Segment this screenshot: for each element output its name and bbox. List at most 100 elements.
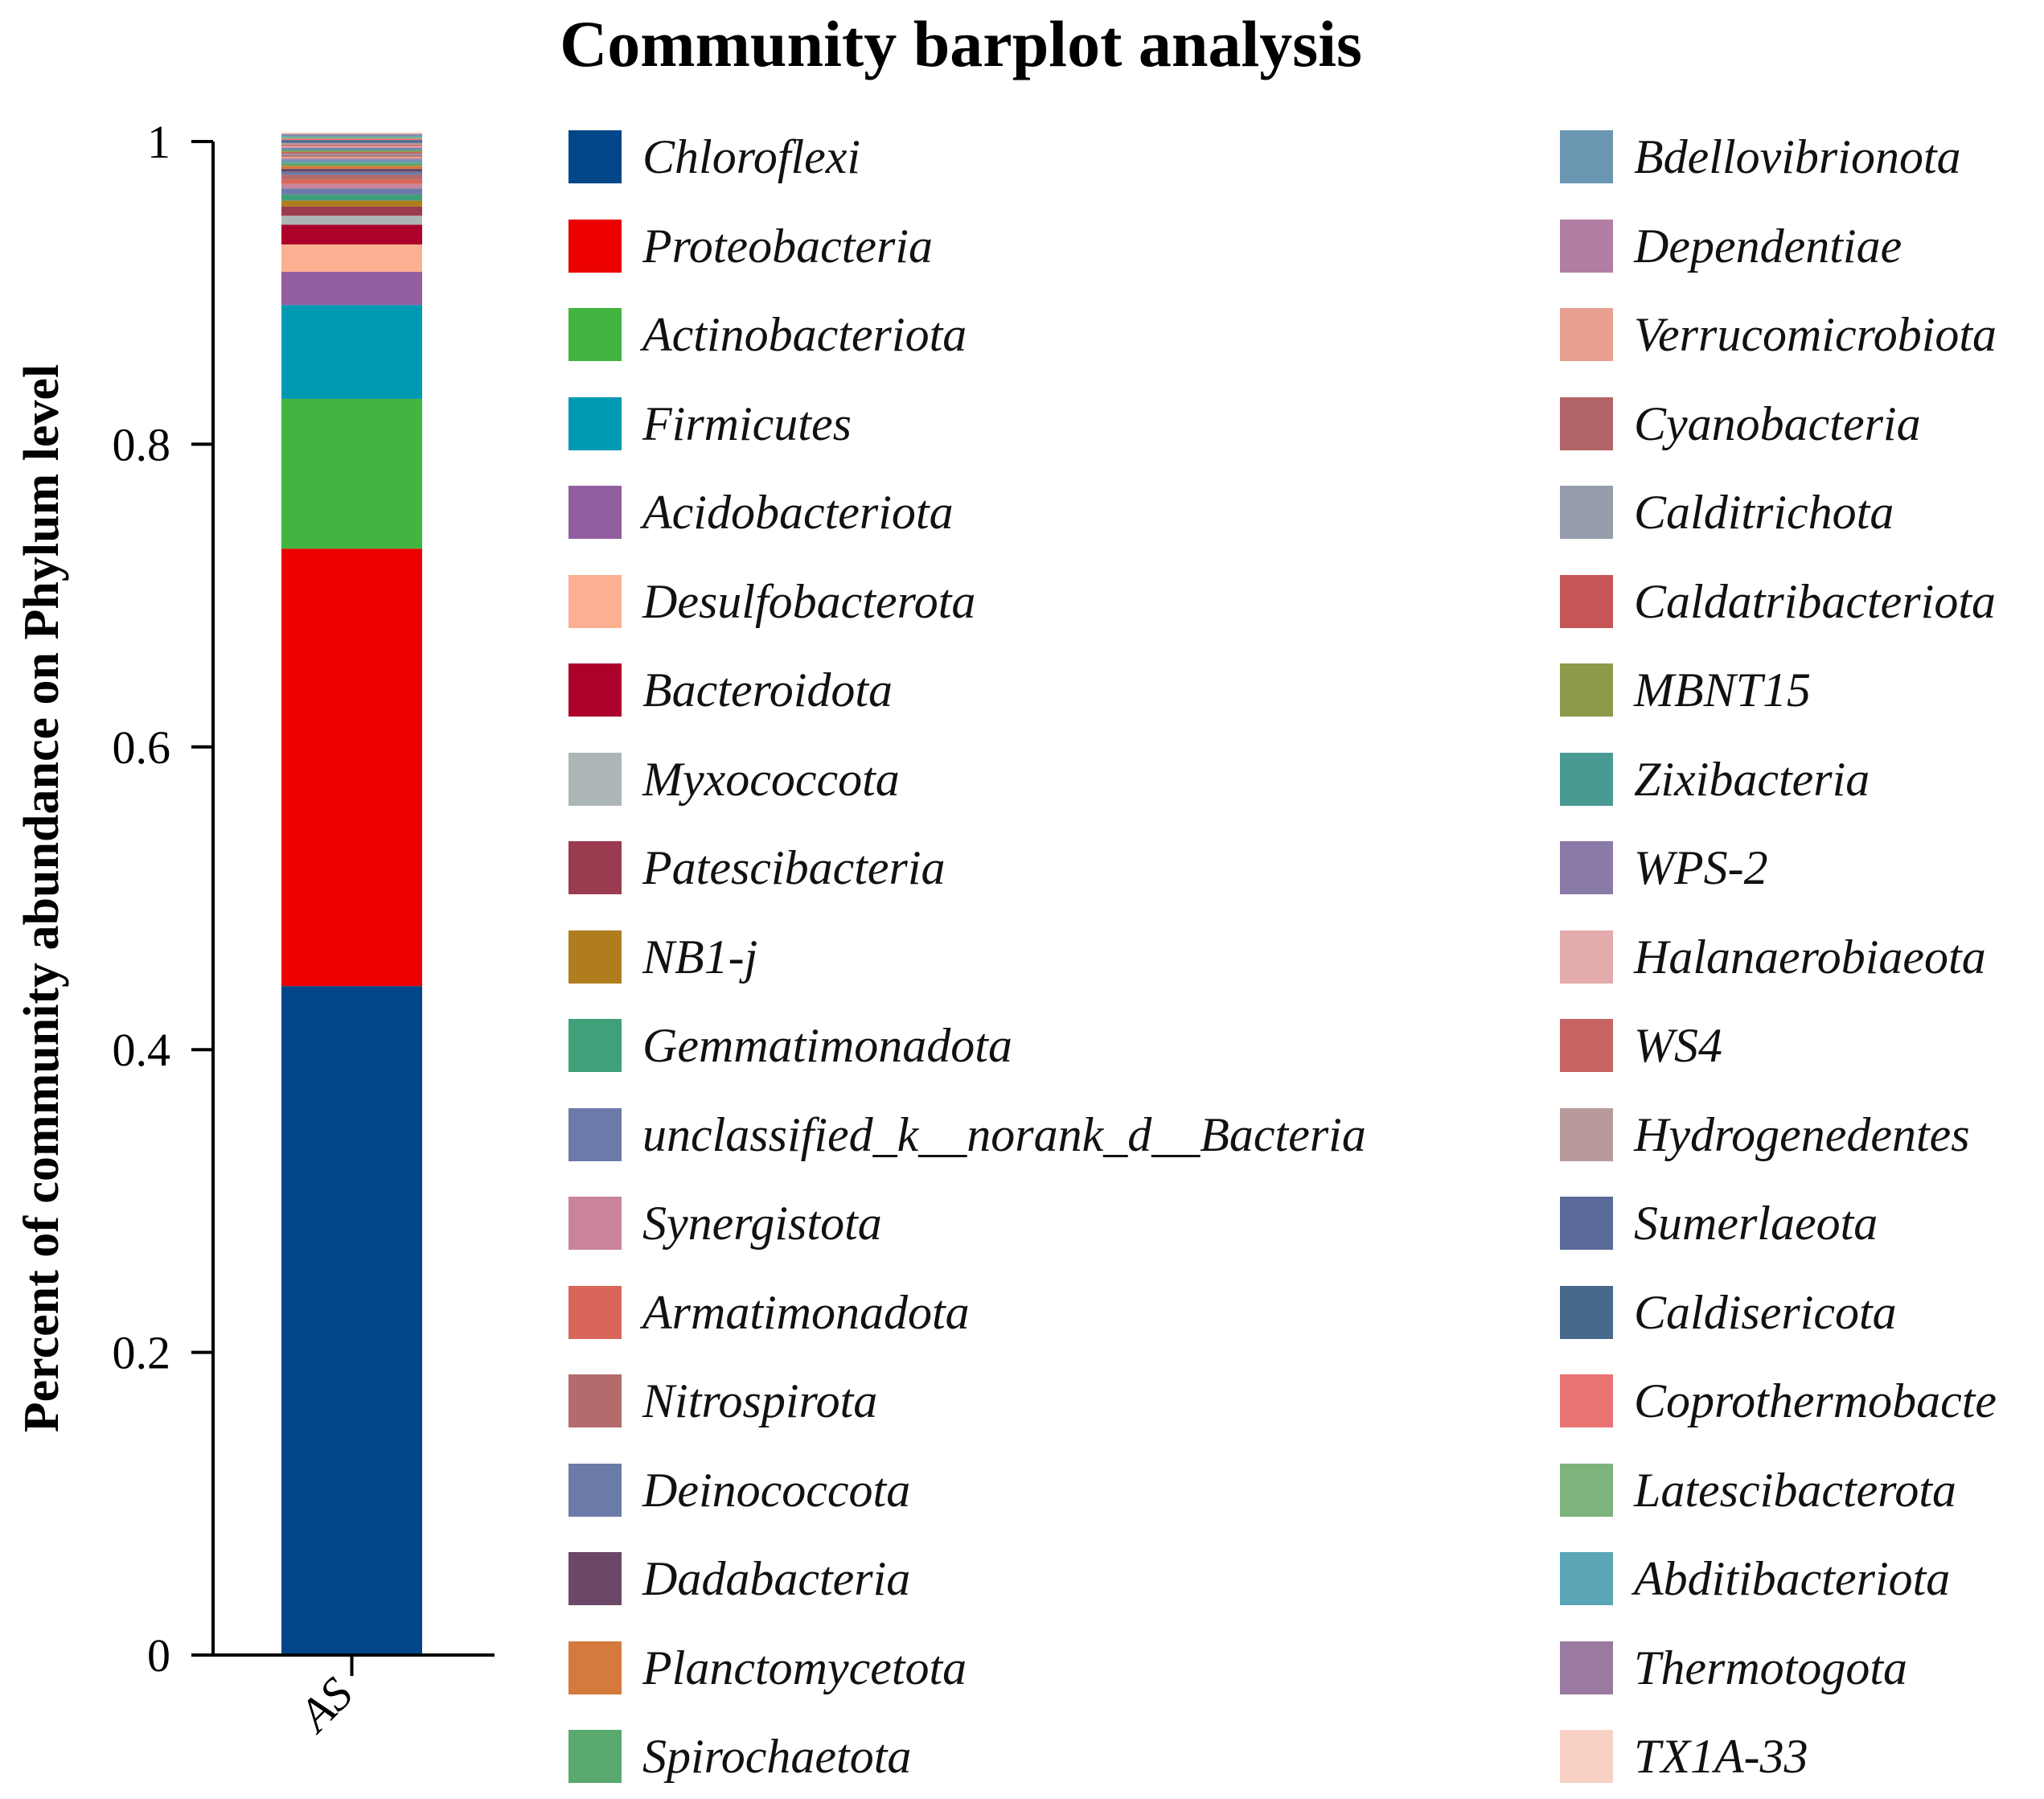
legend-label: Spirochaetota [642,1729,912,1783]
bar-segment-firmicutes [281,305,422,399]
bar-segment-calditrichota [281,154,422,155]
legend-swatch [568,663,622,717]
plot-area: 0 0.2 0.4 0.6 0.8 1 AS Percent of community a… [14,116,495,1744]
legend-swatch [1560,1197,1613,1250]
legend-swatch [1560,308,1613,361]
legend-item-mbnt15: MBNT15 [1560,662,1811,718]
legend-swatch [1560,397,1613,450]
chart-title: Community barplot analysis [560,7,1362,80]
legend-swatch [1560,1552,1613,1605]
legend-label: WPS-2 [1634,840,1768,894]
x-tick-label: AS [286,1667,362,1743]
legend-swatch [1560,930,1613,984]
legend-label: Nitrospirota [642,1374,878,1427]
bar-segment-spirochaetota [281,162,422,166]
legend-item-armatimonadota: Armatimonadota [568,1284,970,1341]
bar-segment-gemmatimonadota [281,194,422,201]
legend-label: Synergistota [642,1196,882,1250]
bar-segment-myxococcota [281,216,422,225]
legend-label: Zixibacteria [1634,752,1870,806]
bar-segment-halanaerobiaeota [281,146,422,148]
legend-label: WS4 [1634,1018,1722,1072]
bar-segment-sumerlaeota [281,142,422,143]
legend-item-cyanobacteria: Cyanobacteria [1560,396,1921,452]
legend-item-desulfobacterota: Desulfobacterota [568,573,975,630]
legend-swatch [1560,1019,1613,1072]
legend-item-verrucomicrobiota: Verrucomicrobiota [1560,306,1997,363]
legend-label: Patescibacteria [642,840,946,894]
legend-item-caldisericota: Caldisericota [1560,1284,1897,1341]
legend-label: unclassified_k__norank_d__Bacteria [642,1107,1366,1161]
legend-label: TX1A-33 [1634,1729,1808,1783]
legend-swatch [568,1108,622,1161]
legend-label: Dadabacteria [642,1551,911,1605]
legend-label: Caldatribacteriota [1634,574,1996,628]
bar-segment-thermotogota [281,133,422,136]
legend-swatch [1560,663,1613,717]
bar-segment-synergistota [281,183,422,189]
legend-item-myxococcota: Myxococcota [568,751,900,807]
legend-swatch [1560,841,1613,894]
bar-segment-tx1a-33 [281,132,422,134]
legend-item-abditibacteriota: Abditibacteriota [1560,1551,1950,1607]
legend-item-patescibacteria: Patescibacteria [568,840,946,896]
legend-swatch [568,1730,622,1783]
y-tick-label: 0.2 [113,1327,171,1379]
legend-item-nb1-j: NB1-j [568,929,757,985]
bar-segment-dependentiae [281,158,422,160]
legend-swatch [568,130,622,183]
legend-swatch [568,308,622,361]
legend-label: MBNT15 [1634,663,1812,717]
legend-swatch [1560,1730,1613,1783]
y-tick-label: 0.8 [113,418,171,470]
legend-label: Thermotogota [1634,1641,1908,1694]
legend-item-spirochaetota: Spirochaetota [568,1728,911,1785]
legend-label: Armatimonadota [642,1285,970,1339]
legend-item-caldatribacteriota: Caldatribacteriota [1560,573,1996,630]
legend-swatch [568,1641,622,1694]
legend-swatch [568,753,622,806]
legend-label: Verrucomicrobiota [1634,307,1997,361]
legend-item-chloroflexi: Chloroflexi [568,129,860,185]
legend-swatch [1560,575,1613,628]
legend-item-tx1a-33: TX1A-33 [1560,1728,1808,1785]
legend-item-bacteroidota: Bacteroidota [568,662,893,718]
bar-segment-planctomycetota [281,166,422,169]
legend-label: Bacteroidota [642,663,893,717]
legend-item-deinococcota: Deinococcota [568,1462,910,1518]
y-tick-label: 0 [147,1629,170,1682]
legend-item-gemmatimonadota: Gemmatimonadota [568,1017,1012,1074]
legend-label: Latescibacterota [1634,1463,1957,1517]
bar-segment-zixibacteria [281,149,422,151]
legend-label: Deinococcota [642,1463,911,1517]
legend-item-hydrogenedentes: Hydrogenedentes [1560,1107,1970,1163]
legend-label: Myxococcota [642,752,900,806]
legend-swatch [568,930,622,984]
legend-label: Proteobacteria [642,219,934,273]
legend-label: Cyanobacteria [1634,396,1921,450]
legend-swatch [568,220,622,273]
legend-label: Planctomycetota [642,1641,967,1694]
legend-swatch [1560,1286,1613,1339]
bar-segment-bacteroidota [281,224,422,244]
bar-segment-wps-2 [281,147,422,150]
bar-segment-mbnt15 [281,150,422,153]
legend-item-dadabacteria: Dadabacteria [568,1551,910,1607]
legend-item-firmicutes: Firmicutes [568,396,852,452]
legend-label: Gemmatimonadota [642,1018,1012,1072]
bar-segment-chloroflexi [281,986,422,1655]
y-axis-label: Percent of community abundance on Phylum… [14,364,69,1432]
bar-segment-hydrogenedentes [281,142,422,145]
legend-swatch [568,397,622,450]
bar-segment-unclassified-k-norank-d-bacteria [281,188,422,195]
bar-segment-verrucomicrobiota [281,156,422,158]
legend-swatch [568,1197,622,1250]
legend-swatch [568,575,622,628]
legend-label: Desulfobacterota [642,574,976,628]
legend-label: Chloroflexi [642,129,861,183]
legend-label: Caldisericota [1634,1285,1897,1339]
bar-segment-caldisericota [281,140,422,142]
legend-swatch [568,486,622,539]
legend-label: Hydrogenedentes [1634,1107,1970,1161]
legend-swatch [1560,486,1613,539]
